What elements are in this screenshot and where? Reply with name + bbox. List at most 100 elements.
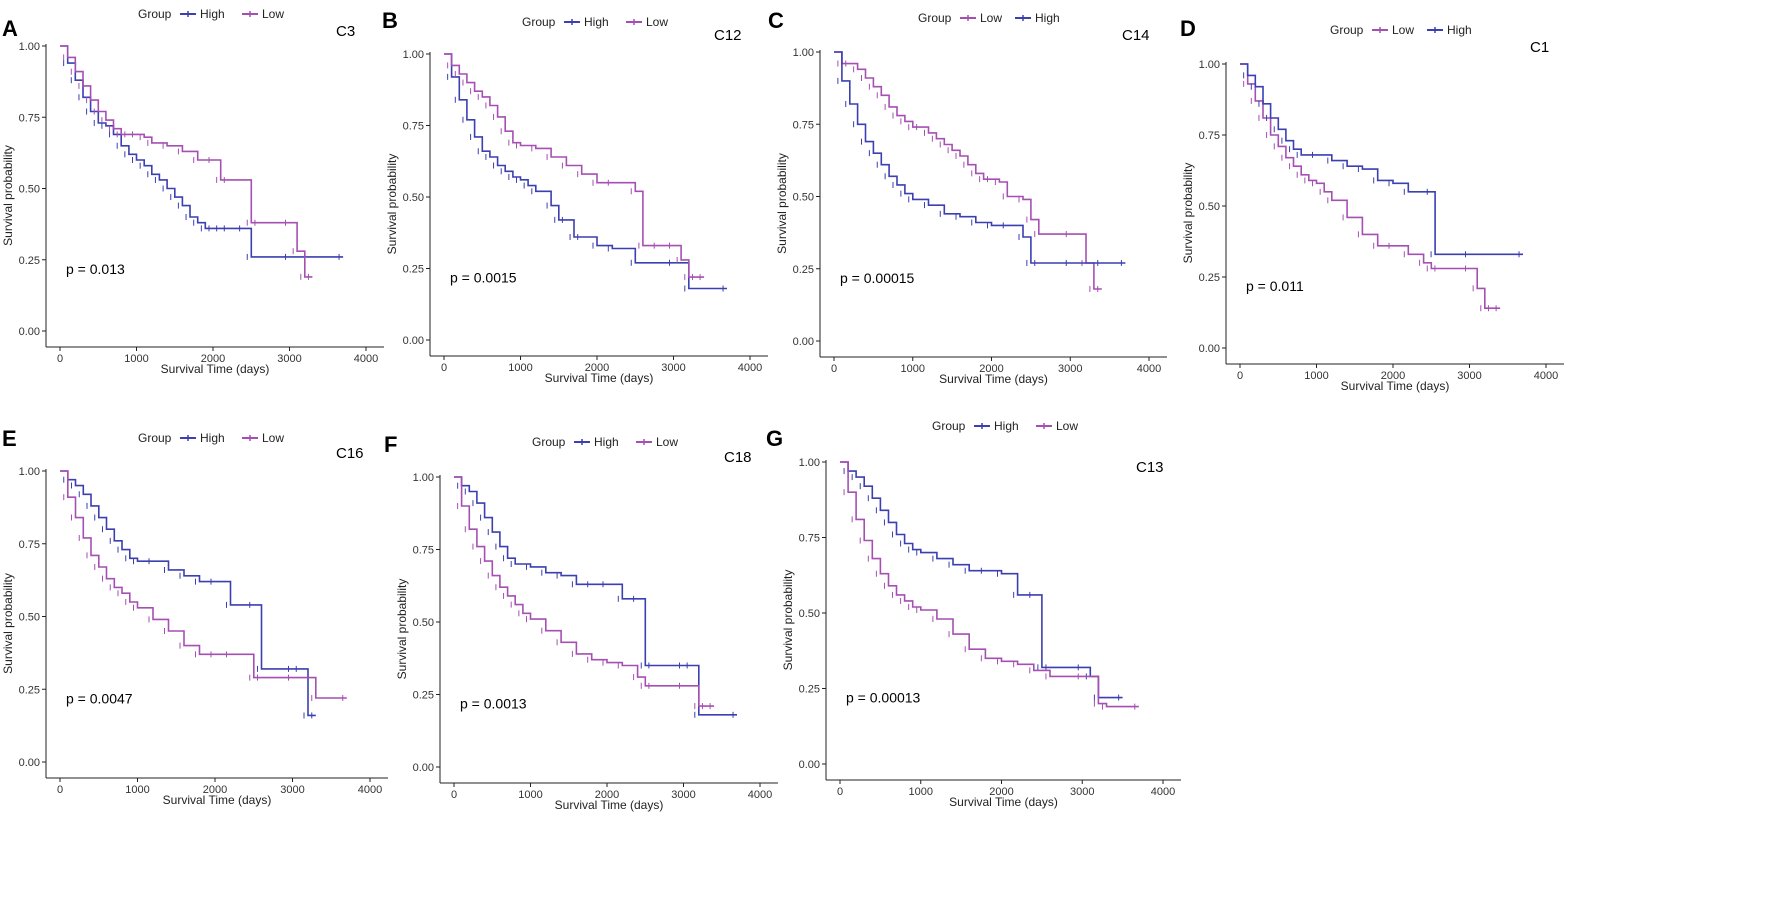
y-tick-label: 0.25 bbox=[1199, 272, 1220, 284]
km-curve-high bbox=[444, 53, 727, 290]
cluster-label: C14 bbox=[1122, 27, 1150, 44]
km-panel-b: 0.00 0.25 0.50 0.75 1.00 0 1000 2000 3000 4000 Sur… bbox=[382, 8, 768, 385]
p-value-label: p = 0.00013 bbox=[846, 690, 921, 706]
x-tick-label: 2000 bbox=[979, 363, 1003, 375]
cluster-label: C18 bbox=[724, 449, 752, 466]
p-value-label: p = 0.0015 bbox=[450, 270, 517, 286]
y-tick-label: 0.00 bbox=[1199, 343, 1220, 355]
legend-label-low: Low bbox=[262, 431, 284, 445]
km-curve-high bbox=[454, 476, 737, 716]
x-tick-label: 0 bbox=[837, 786, 843, 798]
legend-title: Group bbox=[138, 7, 172, 21]
km-panel-d: 0.00 0.25 0.50 0.75 1.00 0 1000 2000 3000 4000 Sur… bbox=[1180, 16, 1564, 393]
x-tick-label: 1000 bbox=[125, 784, 149, 796]
p-value-label: p = 0.0013 bbox=[460, 696, 527, 712]
y-tick-label: 0.50 bbox=[1199, 201, 1220, 213]
y-axis-title: Survival probability bbox=[1181, 163, 1195, 264]
x-axis-title: Survival Time (days) bbox=[163, 793, 272, 807]
x-tick-label: 3000 bbox=[661, 362, 685, 374]
x-tick-label: 1000 bbox=[508, 362, 532, 374]
x-tick-label: 1000 bbox=[518, 789, 542, 801]
km-curve-high bbox=[60, 45, 344, 258]
legend-label-high: High bbox=[200, 7, 225, 21]
x-tick-label: 0 bbox=[831, 363, 837, 375]
y-tick-label: 0.50 bbox=[799, 608, 820, 620]
y-tick-label: 1.00 bbox=[799, 457, 820, 469]
km-panel-f: 0.00 0.25 0.50 0.75 1.00 0 1000 2000 3000 4000 Sur… bbox=[384, 432, 778, 812]
km-panel-g: 0.00 0.25 0.50 0.75 1.00 0 1000 2000 3000 4000 Sur… bbox=[766, 419, 1181, 809]
x-tick-label: 4000 bbox=[354, 353, 378, 365]
x-tick-label: 0 bbox=[57, 784, 63, 796]
y-axis-title: Survival probability bbox=[1, 573, 15, 674]
y-tick-label: 0.25 bbox=[403, 264, 424, 276]
x-tick-label: 4000 bbox=[1534, 370, 1558, 382]
y-axis-title: Survival probability bbox=[781, 570, 795, 671]
km-curve-low bbox=[60, 470, 347, 699]
legend-label-high: High bbox=[594, 435, 619, 449]
legend-label-high: High bbox=[1447, 23, 1472, 37]
km-curve-low bbox=[1240, 63, 1501, 309]
p-value-label: p = 0.011 bbox=[1246, 278, 1304, 294]
y-tick-label: 0.25 bbox=[799, 684, 820, 696]
x-tick-label: 3000 bbox=[671, 789, 695, 801]
x-tick-label: 0 bbox=[441, 362, 447, 374]
x-tick-label: 4000 bbox=[1137, 363, 1161, 375]
y-tick-label: 0.00 bbox=[403, 335, 424, 347]
km-curve-low bbox=[60, 45, 313, 278]
km-curve-low bbox=[454, 476, 715, 707]
y-tick-label: 1.00 bbox=[19, 466, 40, 478]
x-axis-title: Survival Time (days) bbox=[939, 372, 1048, 386]
x-axis-title: Survival Time (days) bbox=[161, 362, 270, 376]
y-tick-label: 0.00 bbox=[413, 762, 434, 774]
legend-label-low: Low bbox=[262, 7, 284, 21]
legend-label-low: Low bbox=[646, 15, 668, 29]
panel-letter: E bbox=[2, 426, 17, 451]
y-tick-label: 1.00 bbox=[19, 41, 40, 53]
x-tick-label: 1000 bbox=[909, 786, 933, 798]
y-tick-label: 1.00 bbox=[413, 472, 434, 484]
y-tick-label: 0.00 bbox=[799, 759, 820, 771]
cluster-label: C1 bbox=[1530, 39, 1549, 56]
km-curve-high bbox=[1240, 63, 1523, 256]
cluster-label: C3 bbox=[336, 23, 355, 40]
y-tick-label: 0.00 bbox=[793, 336, 814, 348]
y-tick-label: 0.50 bbox=[413, 617, 434, 629]
legend-label-high: High bbox=[200, 431, 225, 445]
km-panel-e: 0.00 0.25 0.50 0.75 1.00 0 1000 2000 3000 4000 Sur… bbox=[1, 426, 388, 807]
x-tick-label: 3000 bbox=[1070, 786, 1094, 798]
x-tick-label: 2000 bbox=[203, 784, 227, 796]
p-value-label: p = 0.013 bbox=[66, 261, 125, 277]
legend-label-high: High bbox=[1035, 11, 1060, 25]
legend-label-high: High bbox=[584, 15, 609, 29]
km-curve-high bbox=[840, 461, 1123, 699]
legend-label-low: Low bbox=[980, 11, 1002, 25]
panel-letter: A bbox=[2, 16, 18, 41]
cluster-label: C12 bbox=[714, 27, 742, 44]
y-tick-label: 1.00 bbox=[1199, 59, 1220, 71]
x-tick-label: 4000 bbox=[738, 362, 762, 374]
x-tick-label: 3000 bbox=[1457, 370, 1481, 382]
x-tick-label: 2000 bbox=[201, 353, 225, 365]
y-axis-title: Survival probability bbox=[385, 154, 399, 255]
panel-letter: C bbox=[768, 8, 784, 33]
cluster-label: C13 bbox=[1136, 459, 1164, 476]
p-value-label: p = 0.0047 bbox=[66, 690, 133, 706]
y-tick-label: 0.50 bbox=[793, 192, 814, 204]
y-tick-label: 0.75 bbox=[1199, 130, 1220, 142]
legend-label-low: Low bbox=[1056, 419, 1078, 433]
y-tick-label: 0.75 bbox=[19, 539, 40, 551]
km-curve-low bbox=[444, 53, 705, 278]
legend-title: Group bbox=[918, 11, 952, 25]
y-tick-label: 1.00 bbox=[403, 49, 424, 61]
y-tick-label: 0.00 bbox=[19, 326, 40, 338]
legend-title: Group bbox=[1330, 23, 1364, 37]
y-tick-label: 1.00 bbox=[793, 47, 814, 59]
legend-title: Group bbox=[532, 435, 566, 449]
x-tick-label: 2000 bbox=[989, 786, 1013, 798]
cluster-label: C16 bbox=[336, 445, 364, 462]
x-tick-label: 1000 bbox=[901, 363, 925, 375]
panel-letter: D bbox=[1180, 16, 1196, 41]
x-tick-label: 0 bbox=[57, 353, 63, 365]
y-axis-title: Survival probability bbox=[395, 579, 409, 680]
